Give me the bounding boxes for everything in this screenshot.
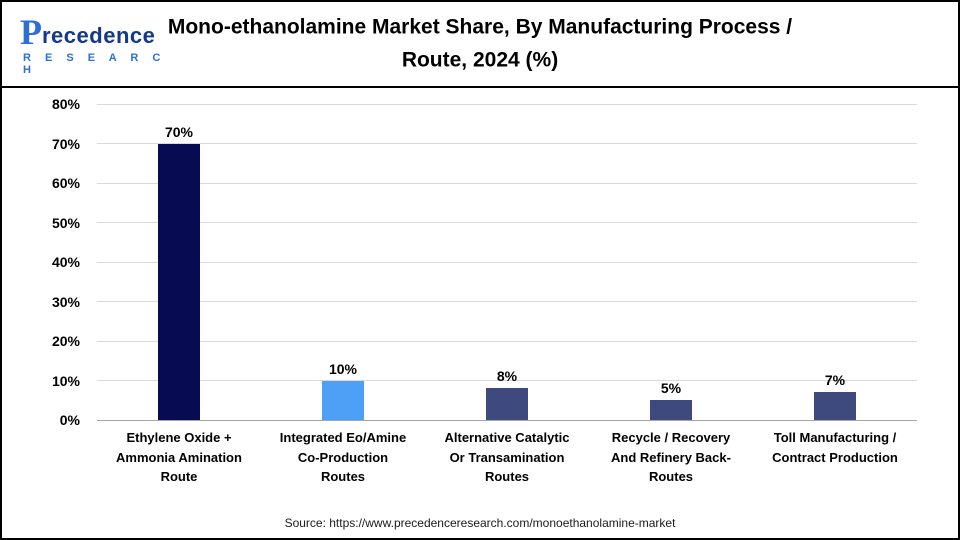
logo-subtitle: R E S E A R C H <box>23 52 166 77</box>
bar-value-label: 5% <box>660 380 682 397</box>
y-tick-label: 60% <box>51 175 80 191</box>
x-category-label: Recycle / Recovery And Refinery Back- Ro… <box>611 430 731 484</box>
gridline <box>97 182 917 184</box>
y-tick-label: 70% <box>51 135 80 152</box>
x-axis-labels: Ethylene Oxide + Ammonia Amination Route… <box>97 428 917 487</box>
bar <box>814 392 856 420</box>
source-text: Source: https://www.precedenceresearch.c… <box>284 516 676 530</box>
bar <box>322 380 364 420</box>
logo-name: recedence <box>42 23 156 49</box>
bar <box>158 143 200 420</box>
gridline <box>97 380 917 381</box>
x-category-label: Alternative Catalytic Or Transamination … <box>444 430 570 484</box>
x-category-label: Ethylene Oxide + Ammonia Amination Route <box>116 430 242 484</box>
gridline <box>97 222 917 223</box>
bar <box>650 400 692 420</box>
header: P recedence R E S E A R C H Mono-ethanol… <box>2 2 958 88</box>
x-category-label: Toll Manufacturing / Contract Production <box>772 430 898 465</box>
y-tick-label: 50% <box>51 214 80 231</box>
y-tick-label: 0% <box>59 412 80 428</box>
y-tick-label: 30% <box>51 293 80 310</box>
y-tick-label: 20% <box>51 333 80 349</box>
x-category-label: Integrated Eo/Amine Co-Production Routes <box>279 430 407 484</box>
gridline <box>97 143 917 144</box>
bar <box>486 388 528 420</box>
gridline <box>97 301 917 302</box>
bar-column: 8% <box>425 104 589 420</box>
chart-title: Mono-ethanolamine Market Share, By Manuf… <box>167 15 793 71</box>
gridline <box>97 261 917 263</box>
bar-column: 7% <box>753 104 917 420</box>
y-tick-label: 40% <box>51 254 80 270</box>
logo-wordmark: P recedence <box>20 12 180 52</box>
bar-value-label: 8% <box>496 368 518 385</box>
bar-column: 5% <box>589 104 753 420</box>
x-axis-line <box>97 419 917 421</box>
y-axis: 0% 10% 20% 30% 40% 50% 60% 70% 80% <box>2 96 86 428</box>
bars-container: 70% 10% 8% 5% 7% <box>97 104 917 420</box>
logo-p-icon: P <box>20 12 42 52</box>
chart-area: 0% 10% 20% 30% 40% 50% 60% 70% 80% 70% 10% 8% 5% 7% … <box>2 88 958 512</box>
bar-column: 10% <box>261 104 425 420</box>
bar-value-label: 7% <box>824 372 846 389</box>
bar-value-label: 10% <box>328 360 358 377</box>
plot-area: 70% 10% 8% 5% 7% <box>97 103 917 421</box>
y-tick-label: 10% <box>51 372 80 389</box>
precedence-research-logo: P recedence R E S E A R C H <box>20 12 180 77</box>
bar-column: 70% <box>97 104 261 420</box>
y-tick-label: 80% <box>51 96 80 112</box>
gridline <box>97 103 917 105</box>
gridline <box>97 340 917 342</box>
bar-value-label: 70% <box>164 123 194 140</box>
